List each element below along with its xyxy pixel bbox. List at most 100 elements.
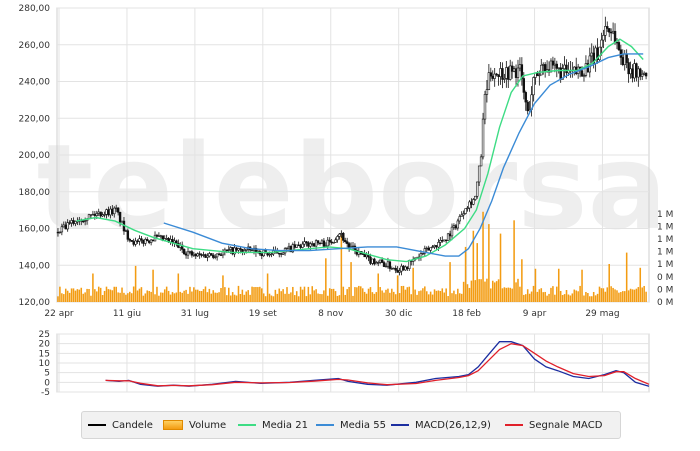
candle-body xyxy=(526,101,529,112)
candle-body xyxy=(165,238,168,240)
candle-body xyxy=(293,244,296,248)
volume-bar xyxy=(429,291,432,302)
legend-item-segnale-macd: Segnale MACD xyxy=(505,412,602,438)
volume-bar xyxy=(115,286,117,302)
volume-bar xyxy=(602,288,605,302)
candle-body xyxy=(303,241,306,245)
volume-bar xyxy=(517,278,519,302)
candle-body xyxy=(225,249,229,252)
volume-bar xyxy=(579,285,581,302)
volume-bar xyxy=(447,296,449,302)
macd-series xyxy=(105,341,650,387)
candle-body xyxy=(456,220,460,229)
volume-bar xyxy=(249,294,251,302)
candle-body xyxy=(151,239,155,242)
candle-body xyxy=(499,68,502,77)
candle-body xyxy=(120,220,124,223)
candle-body xyxy=(633,63,636,79)
volume-bar xyxy=(581,269,583,302)
candle-body xyxy=(559,67,562,80)
candle-body xyxy=(188,251,192,253)
volume-bar xyxy=(490,288,492,302)
volume-bar xyxy=(191,291,193,302)
candle-body xyxy=(522,78,526,93)
volume-bar xyxy=(140,287,143,302)
volume-bar xyxy=(158,295,160,302)
volume-bar xyxy=(420,290,422,302)
macd-tick-label: 20 xyxy=(39,340,51,350)
volume-bar xyxy=(97,286,100,302)
candle-body xyxy=(338,233,341,237)
candle-body xyxy=(421,252,425,255)
volume-bar xyxy=(416,294,418,302)
volume-bar xyxy=(195,289,197,302)
volume-bar xyxy=(136,290,139,302)
volume-bar xyxy=(297,296,300,302)
volume-bar xyxy=(523,294,525,302)
candle-body xyxy=(425,247,428,250)
candle-body xyxy=(450,226,454,237)
macd-tick-label: 5 xyxy=(44,369,50,379)
candle-body xyxy=(227,249,230,251)
volume-bar xyxy=(61,293,63,302)
volume-bar xyxy=(200,291,203,302)
candle-body xyxy=(404,266,407,271)
volume-bar xyxy=(542,292,544,302)
candle-body xyxy=(555,63,559,69)
watermark: teleborsa xyxy=(37,118,668,256)
volume-bar xyxy=(575,290,577,302)
candle-body xyxy=(113,207,116,215)
volume-bar xyxy=(111,290,114,302)
candle-body xyxy=(563,64,566,69)
candle-body xyxy=(503,78,506,80)
candle-body xyxy=(505,67,508,79)
candle-body xyxy=(549,60,553,73)
volume-bar xyxy=(216,292,218,302)
candle-body xyxy=(509,65,512,80)
volume-bar xyxy=(160,292,162,302)
volume-bar xyxy=(497,279,500,302)
volume-bar xyxy=(206,292,209,302)
volume-bar xyxy=(127,293,129,302)
candle-body xyxy=(97,211,100,214)
volume-bar xyxy=(631,289,634,302)
candle-body xyxy=(429,247,432,251)
volume-bar xyxy=(146,290,149,302)
volume-bar xyxy=(288,293,290,302)
volume-bar xyxy=(513,220,515,302)
volume-bar xyxy=(307,286,310,302)
volume-bar xyxy=(635,288,638,302)
candle-body xyxy=(322,240,326,247)
candle-body xyxy=(336,236,339,241)
candle-body xyxy=(213,256,217,258)
candle-body xyxy=(217,253,221,256)
candle-body xyxy=(363,253,366,258)
volume-bar xyxy=(340,235,343,302)
candle-body xyxy=(398,270,401,273)
candle-body xyxy=(182,249,186,255)
legend-label: Media 21 xyxy=(262,419,308,431)
volume-tick-label: 1 M xyxy=(657,210,673,220)
volume-bar xyxy=(538,289,541,302)
volume-bar xyxy=(325,258,327,302)
candle-body xyxy=(332,242,335,244)
candle-body xyxy=(373,258,376,265)
volume-bar xyxy=(610,286,612,302)
volume-bar xyxy=(189,286,191,302)
volume-bar xyxy=(521,259,523,302)
candle-body xyxy=(396,269,399,273)
candle-body xyxy=(369,256,372,264)
candle-body xyxy=(464,208,467,214)
candle-body xyxy=(173,240,176,243)
volume-bar xyxy=(167,290,170,302)
volume-bar xyxy=(427,294,430,302)
candle-body xyxy=(118,211,122,223)
legend-item-volume: Volume xyxy=(163,412,226,438)
candle-body xyxy=(361,253,364,255)
volume-bar xyxy=(554,294,556,302)
candle-body xyxy=(287,245,291,249)
candle-body xyxy=(388,261,392,269)
candle-body xyxy=(342,232,345,241)
candle-body xyxy=(320,240,324,244)
volume-bar xyxy=(138,288,141,302)
